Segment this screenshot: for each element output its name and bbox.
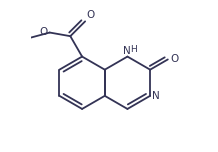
Text: O: O [86,10,94,20]
Text: N: N [152,91,160,101]
Text: H: H [130,45,136,54]
Text: N: N [123,46,131,56]
Text: O: O [170,54,178,64]
Text: O: O [40,27,48,37]
